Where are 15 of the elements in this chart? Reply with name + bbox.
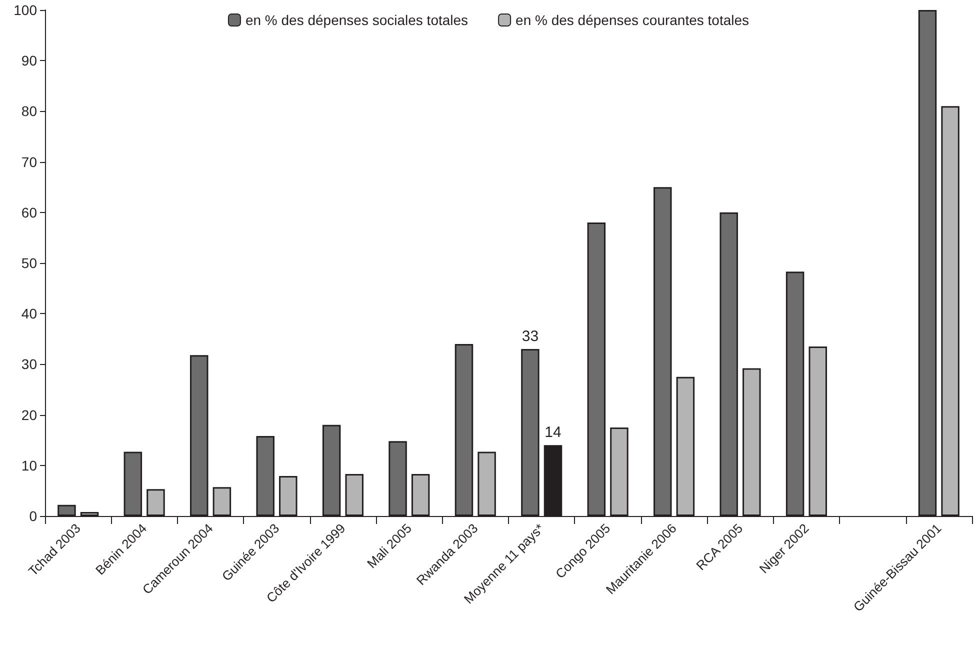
y-tick-label: 70 — [21, 154, 38, 170]
legend-label: en % des dépenses courantes totales — [516, 12, 750, 28]
y-tick-label: 20 — [21, 406, 38, 423]
legend-label: en % des dépenses sociales totales — [245, 12, 468, 28]
y-tick-label: 30 — [21, 356, 38, 372]
y-tick-label: 90 — [21, 52, 38, 69]
y-tick-label: 100 — [14, 2, 38, 18]
y-tick-label: 0 — [29, 508, 38, 524]
y-tick-label: 80 — [21, 103, 38, 120]
y-tick-label: 40 — [21, 306, 38, 322]
y-tick-label: 60 — [21, 204, 38, 220]
y-tick-label: 50 — [21, 255, 38, 271]
data-label: 14 — [544, 424, 562, 442]
data-label: 33 — [522, 328, 539, 346]
y-tick-label: 10 — [21, 457, 38, 474]
